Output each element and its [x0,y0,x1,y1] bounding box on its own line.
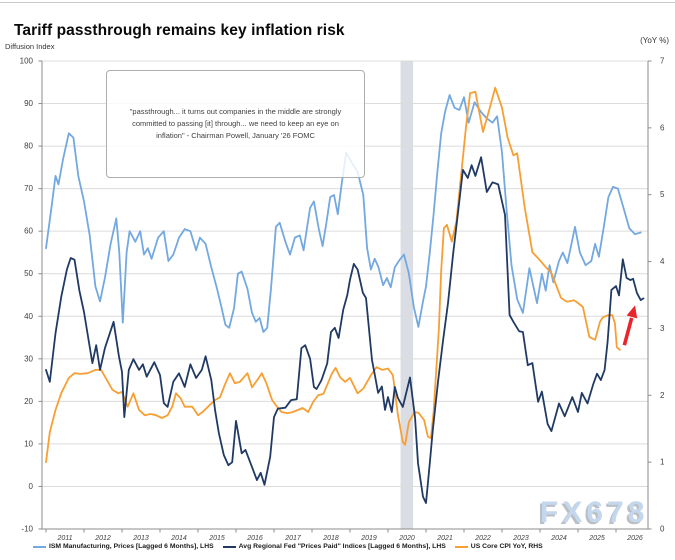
up-arrow-head [626,305,638,319]
x-axis-year-label: 2022 [474,535,491,542]
series-line-1 [45,156,645,504]
chart-legend: ISM Manufacturing, Prices [Lagged 6 Mont… [33,543,668,550]
x-axis-year-label: 2013 [132,535,149,542]
x-axis-year-label: 2020 [398,535,415,542]
left-axis-tick-label: 80 [24,142,33,151]
series-line-2 [45,86,621,464]
x-axis-year-label: 2017 [284,535,302,542]
legend-item-core-cpi: US Core CPI YoY, RHS [454,543,543,550]
legend-swatch-2 [454,545,468,548]
left-axis-tick-label: 20 [24,397,33,406]
page-title: Tariff passthrough remains key inflation… [14,22,345,39]
left-axis-title: Diffusion Index [5,42,55,51]
left-axis-tick-label: 90 [24,99,33,108]
x-axis-year-label: 2026 [626,535,643,542]
legend-item-regional-fed: Avg Regional Fed "Prices Paid" Indices [… [222,543,446,550]
left-axis-tick-label: 10 [24,439,33,448]
powell-quote-text: "passthrough... it turns out companies i… [129,107,342,140]
up-arrow-annotation [622,317,634,346]
right-axis-tick-label: 6 [660,123,665,132]
x-axis-year-label: 2021 [436,535,453,542]
top-divider [0,2,675,3]
x-axis-year-label: 2025 [588,535,605,542]
right-axis-tick-label: 1 [660,458,665,467]
legend-item-ism: ISM Manufacturing, Prices [Lagged 6 Mont… [33,543,214,550]
right-axis-title: (YoY %) [640,36,669,45]
x-axis-year-label: 2012 [94,535,111,542]
recession-band [400,61,414,529]
x-axis-year-label: 2014 [170,535,187,542]
right-axis-tick-label: 3 [660,324,665,333]
left-axis-tick-label: 0 [29,482,34,491]
left-axis-tick-label: -10 [21,525,33,534]
series-line-0 [45,94,642,333]
x-axis-year-label: 2015 [208,535,225,542]
x-axis-year-label: 2024 [550,535,567,542]
x-axis-year-label: 2018 [322,535,339,542]
right-axis-tick-label: 5 [660,190,665,199]
powell-quote-callout: "passthrough... it turns out companies i… [106,70,365,178]
left-axis-tick-label: 70 [24,184,33,193]
legend-swatch-1 [222,545,236,548]
right-axis-tick-label: 0 [660,525,665,534]
left-axis-tick-label: 40 [24,312,33,321]
left-axis-tick-label: 100 [20,57,34,66]
x-axis-year-label: 2016 [246,535,263,542]
fx678-watermark: FX678 [540,496,649,529]
left-axis-tick-label: 30 [24,354,33,363]
right-axis-tick-label: 4 [660,257,665,266]
x-axis-year-label: 2019 [360,535,377,542]
right-axis-tick-label: 2 [660,391,665,400]
x-axis-year-label: 2023 [512,535,529,542]
left-axis-tick-label: 50 [24,269,33,278]
legend-swatch-0 [33,545,46,548]
left-axis-tick-label: 60 [24,227,33,236]
x-axis-year-label: 2011 [56,535,72,542]
right-axis-tick-label: 7 [660,57,665,66]
